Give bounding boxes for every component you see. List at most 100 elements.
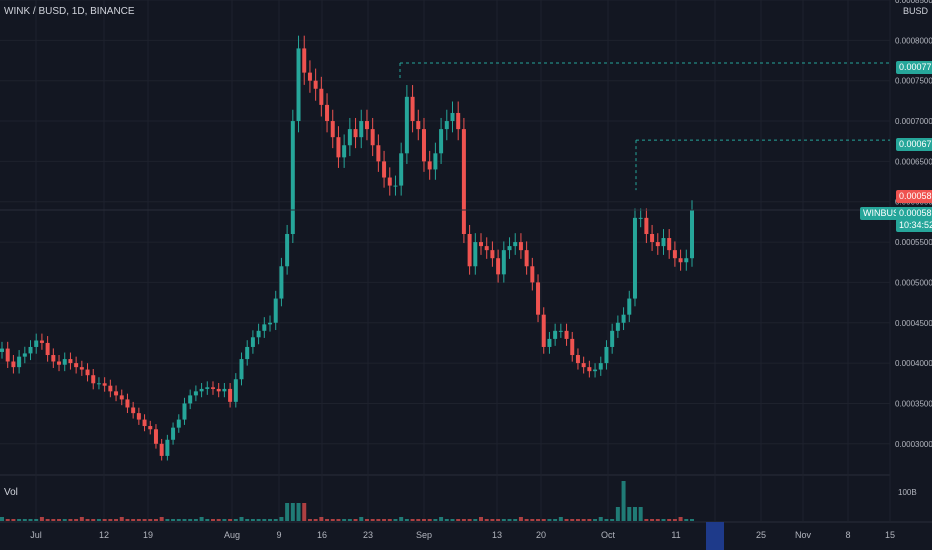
candle-body	[456, 112, 461, 130]
volume-bar	[655, 519, 660, 521]
volume-bar	[421, 519, 426, 521]
mid-level-tag: 0.0006764	[896, 138, 932, 151]
candle-body	[148, 426, 153, 430]
candle-body	[387, 177, 392, 186]
x-tick-label: Nov	[795, 530, 812, 540]
candle-body	[598, 363, 603, 370]
candle-body	[11, 361, 16, 368]
candle-body	[490, 250, 495, 259]
candle-body	[313, 80, 318, 89]
candle-body	[193, 391, 198, 396]
y-tick-label: 0.0003500	[895, 399, 932, 408]
volume-bar	[672, 519, 677, 521]
candle-body	[342, 145, 347, 158]
volume-bar	[416, 519, 421, 521]
candle-body	[74, 363, 79, 368]
candle-body	[364, 121, 369, 130]
currency-label: BUSD	[902, 6, 928, 16]
volume-bar	[410, 519, 415, 521]
volume-bar	[518, 517, 523, 521]
volume-bar	[119, 517, 124, 521]
candle-body	[604, 346, 609, 364]
volume-bar	[296, 503, 301, 521]
candle-body	[171, 427, 176, 440]
volume-bar	[461, 519, 466, 521]
candle-body	[188, 395, 193, 404]
candle-body	[644, 217, 649, 234]
candle-body	[450, 112, 455, 122]
volume-bar	[96, 519, 101, 521]
candle-body	[210, 387, 215, 389]
candle-body	[39, 340, 44, 343]
volume-bar	[245, 519, 250, 521]
y-tick-label: 0.0007000	[895, 117, 932, 126]
x-tick-label: 20	[536, 530, 546, 540]
volume-bar	[159, 517, 164, 521]
candle-body	[347, 129, 352, 146]
volume-bar	[222, 519, 227, 521]
candle-body	[330, 121, 335, 138]
candle-body	[638, 217, 643, 219]
volume-bar	[610, 519, 615, 521]
volume-bar	[28, 519, 33, 521]
candle-body	[5, 348, 10, 362]
candle-body	[661, 238, 666, 247]
candle-body	[57, 361, 62, 365]
volume-bar	[199, 517, 204, 521]
volume-bar	[68, 519, 73, 521]
x-tick-label: 15	[885, 530, 895, 540]
candle-body	[667, 238, 672, 251]
candle-body	[536, 282, 541, 315]
candle-body	[587, 367, 592, 372]
candle-body	[131, 407, 136, 414]
volume-bar	[644, 519, 649, 521]
volume-bar	[125, 519, 130, 521]
candle-body	[570, 338, 575, 356]
candle-body	[650, 234, 655, 243]
candle-body	[370, 129, 375, 146]
volume-bar	[427, 519, 432, 521]
volume-bar	[598, 517, 603, 521]
volume-bar	[216, 519, 221, 521]
volume-bar	[5, 519, 10, 521]
candle-body	[575, 355, 580, 364]
y-tick-label: 0.0003000	[895, 440, 932, 449]
candle-body	[501, 250, 506, 275]
volume-bar	[547, 519, 552, 521]
candle-body	[199, 388, 204, 392]
candle-body	[228, 388, 233, 402]
candle-body	[45, 342, 50, 356]
volume-bar	[79, 517, 84, 521]
volume-bar	[524, 519, 529, 521]
candle-body	[285, 234, 290, 267]
y-tick-label: 0.0006500	[895, 157, 932, 166]
candle-body	[91, 375, 96, 384]
candle-body	[222, 388, 227, 392]
candle-body	[102, 383, 107, 386]
candle-body	[34, 340, 39, 347]
volume-bar	[536, 519, 541, 521]
volume-bar	[256, 519, 261, 521]
candle-body	[496, 258, 501, 275]
volume-bar	[319, 517, 324, 521]
candle-body	[245, 346, 250, 360]
volume-bar	[376, 519, 381, 521]
volume-bar	[62, 519, 67, 521]
candle-body	[404, 96, 409, 154]
volume-bar	[279, 517, 284, 521]
volume-bar	[604, 519, 609, 521]
volume-bar	[484, 519, 489, 521]
volume-bar	[450, 519, 455, 521]
candle-body	[410, 96, 415, 122]
candle-body	[444, 121, 449, 130]
y-tick-label: 0.0008500	[895, 0, 932, 5]
candle-body	[593, 369, 598, 372]
volume-bar	[142, 519, 147, 521]
candle-body	[68, 359, 73, 364]
volume-bar	[439, 517, 444, 521]
candle-body	[553, 330, 558, 339]
candle-body	[79, 367, 84, 370]
volume-bar	[0, 517, 4, 521]
candle-body	[290, 121, 295, 234]
